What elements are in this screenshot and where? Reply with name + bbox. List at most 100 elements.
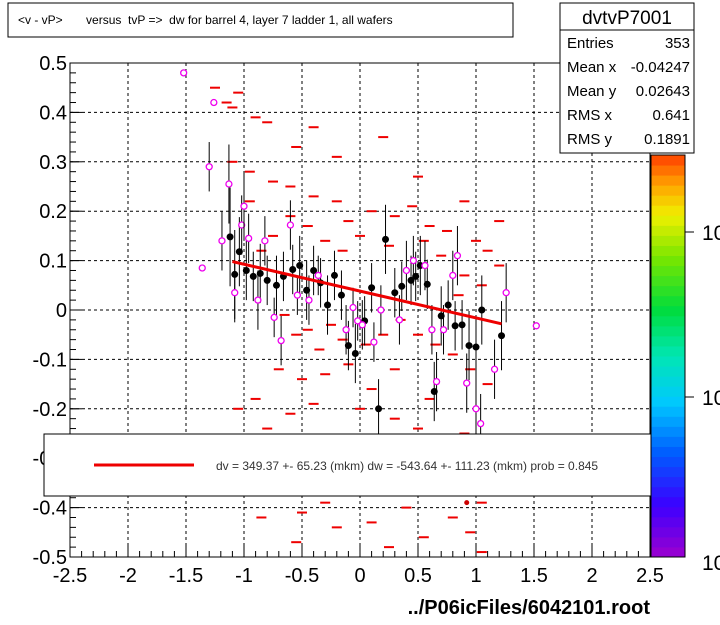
profile-point-magenta bbox=[377, 306, 385, 314]
palette-label-middle: 10 bbox=[702, 387, 720, 410]
palette-cell bbox=[651, 396, 685, 407]
histogram-cell bbox=[378, 333, 389, 336]
profile-point-magenta bbox=[421, 261, 429, 270]
profile-point-magenta bbox=[261, 237, 269, 245]
histogram-cell bbox=[418, 536, 429, 539]
histogram-cell bbox=[482, 383, 493, 386]
x-tick-label: 0.5 bbox=[404, 565, 432, 587]
profile-point-magenta bbox=[472, 405, 480, 413]
profile-point-black bbox=[296, 262, 304, 270]
histogram-cell bbox=[326, 323, 336, 326]
histogram-cell bbox=[366, 210, 377, 213]
color-palette: 10 10 10 bbox=[650, 154, 720, 575]
profile-point-black bbox=[478, 306, 486, 314]
palette-cell bbox=[651, 456, 685, 468]
stats-row-label: Entries bbox=[567, 35, 614, 52]
profile-point-magenta bbox=[198, 264, 206, 272]
histogram-cell bbox=[389, 215, 400, 218]
profile-point-magenta bbox=[225, 180, 233, 188]
profile-point-black bbox=[249, 272, 257, 280]
palette-cell bbox=[651, 285, 685, 297]
profile-point-magenta bbox=[354, 317, 362, 325]
palette-cell bbox=[651, 225, 685, 236]
palette-cell bbox=[651, 155, 685, 166]
histogram-cell bbox=[233, 91, 244, 94]
profile-point-magenta bbox=[293, 291, 302, 299]
histogram-cell bbox=[291, 333, 302, 336]
profile-point-black bbox=[330, 271, 338, 279]
profile-point-magenta bbox=[453, 252, 462, 260]
y-tick-label: 0.1 bbox=[39, 251, 67, 273]
histogram-cell bbox=[314, 348, 325, 351]
palette-cell bbox=[651, 426, 685, 437]
histogram-cell bbox=[244, 170, 255, 173]
histogram-cell bbox=[302, 328, 313, 331]
palette-cell bbox=[651, 366, 685, 377]
y-tick-label: -0.5 bbox=[33, 547, 67, 569]
x-tick-label: -0.5 bbox=[285, 565, 319, 587]
palette-cell bbox=[651, 546, 685, 558]
palette-label-bottom: 10 bbox=[702, 552, 720, 575]
histogram-cell bbox=[297, 378, 307, 381]
histogram-cell bbox=[366, 388, 377, 391]
x-tick-label: 2.5 bbox=[636, 565, 664, 587]
profile-point-magenta bbox=[277, 336, 285, 345]
histogram-cell bbox=[262, 121, 273, 124]
palette-cell bbox=[651, 506, 685, 518]
profile-point-magenta bbox=[432, 377, 441, 386]
histogram-cell bbox=[424, 397, 435, 400]
histogram-cell bbox=[250, 397, 261, 400]
histogram-cell bbox=[256, 249, 267, 252]
histogram-cell bbox=[250, 116, 261, 119]
profile-point-magenta bbox=[180, 69, 188, 77]
profile-point-magenta bbox=[502, 289, 510, 297]
histogram-cell bbox=[482, 249, 493, 252]
histogram-cell bbox=[442, 229, 452, 232]
histogram-cell bbox=[378, 136, 389, 139]
histogram-cell bbox=[308, 195, 319, 198]
stats-row-value: 0.02643 bbox=[636, 83, 690, 100]
histogram-cell bbox=[244, 200, 255, 203]
histogram-cell bbox=[268, 180, 278, 183]
profile-magenta-series bbox=[180, 69, 540, 454]
profile-point-black bbox=[451, 322, 459, 330]
profile-point-black bbox=[324, 301, 332, 309]
histogram-cell bbox=[279, 313, 290, 316]
histogram-cells bbox=[210, 86, 505, 554]
y-tick-label: 0.3 bbox=[39, 152, 67, 174]
histogram-cell bbox=[453, 294, 464, 297]
palette-cell bbox=[651, 215, 685, 226]
histogram-cell bbox=[227, 160, 238, 163]
stats-row-value: 353 bbox=[665, 35, 690, 52]
palette-cell bbox=[651, 345, 685, 357]
profile-point-black bbox=[256, 269, 264, 277]
profile-point-black bbox=[303, 286, 311, 294]
profile-point-black bbox=[407, 276, 415, 284]
profile-point-black bbox=[412, 272, 420, 280]
histogram-cell bbox=[297, 511, 307, 514]
histogram-cell bbox=[262, 427, 273, 430]
axes: -2.5 -2 -1.5 -1 -0.5 0 0.5 1 1.5 2 2.5 0.5 0.4 0.3 0.2… bbox=[33, 53, 664, 587]
histogram-cell bbox=[401, 506, 412, 509]
stats-row-label: Mean y bbox=[567, 83, 617, 100]
histogram-cell bbox=[413, 333, 423, 336]
y-tick-label: 0.5 bbox=[39, 53, 67, 75]
profile-point-magenta bbox=[314, 271, 322, 280]
palette-cell bbox=[651, 386, 685, 397]
profile-point-black bbox=[351, 349, 359, 357]
profile-point-magenta bbox=[240, 202, 248, 210]
profile-point-magenta bbox=[370, 338, 378, 346]
y-tick-label: -0.4 bbox=[33, 498, 67, 520]
histogram-cell bbox=[430, 343, 441, 346]
profile-point-black bbox=[289, 265, 297, 273]
histogram-cell bbox=[233, 407, 244, 410]
fit-legend-text: dv = 349.37 +- 65.23 (mkm) dw = -543.64 … bbox=[216, 459, 598, 473]
histogram-cell bbox=[320, 239, 331, 242]
title-box: <v - vP> versus tvP => dw for barrel 4, … bbox=[7, 2, 514, 38]
profile-point-magenta bbox=[218, 237, 226, 245]
palette-cell bbox=[651, 356, 685, 367]
histogram-cell bbox=[436, 254, 447, 257]
stats-row-label: RMS y bbox=[567, 131, 613, 148]
palette-cell bbox=[651, 315, 685, 327]
